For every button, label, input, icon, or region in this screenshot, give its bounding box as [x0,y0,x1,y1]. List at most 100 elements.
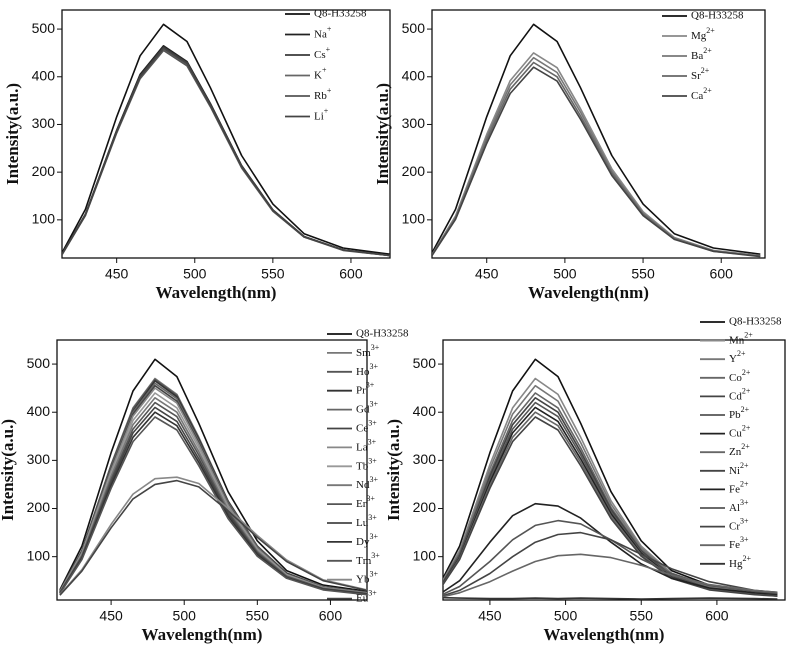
series-line [59,479,367,596]
x-tick-label: 600 [705,608,729,624]
series-line [432,66,761,258]
x-axis-label: Wavelength(nm) [142,625,263,644]
series-line [59,358,367,593]
legend-label: Er3+ [356,494,375,510]
y-tick-label: 500 [32,20,56,36]
legend-label: Zn2+ [729,442,750,458]
x-axis-label: Wavelength(nm) [156,283,277,302]
legend-label: Ca2+ [691,86,712,102]
x-tick-label: 450 [475,266,499,282]
y-tick-label: 500 [402,20,426,36]
legend-label: Sr2+ [691,66,710,82]
x-tick-label: 550 [631,266,655,282]
line-layer [59,358,367,596]
legend-label: Nd3+ [356,475,378,491]
y-tick-label: 500 [27,355,51,371]
y-tick-label: 400 [402,67,426,83]
y-tick-label: 300 [413,451,437,467]
series-line [62,47,390,257]
x-tick-label: 450 [105,266,129,282]
y-axis-label: Intensity(a.u.) [3,83,22,185]
y-tick-label: 100 [402,211,426,227]
x-tick-label: 600 [710,266,734,282]
x-axis-label: Wavelength(nm) [528,283,649,302]
series-line [59,416,367,596]
line-layer [432,23,761,258]
legend-label: Cs+ [314,45,331,61]
y-tick-label: 200 [27,499,51,515]
plot-frame [61,9,391,259]
legend-label: Cu2+ [729,423,751,439]
series-line [443,519,778,596]
y-tick-label: 300 [402,115,426,131]
y-axis-label: Intensity(a.u.) [0,419,17,521]
x-tick-label: 550 [261,266,285,282]
series-line [62,23,390,255]
y-tick-label: 200 [413,499,437,515]
legend-label: Li+ [314,106,329,122]
legend-label: Mg2+ [691,26,715,42]
x-tick-label: 500 [173,608,197,624]
series-line [62,48,390,257]
legend-label: Tm3+ [356,551,380,567]
legend-label: La3+ [356,437,377,453]
panel: 450 500 550 600100200300400500Wavelength(nm… [373,9,766,302]
series-line [443,531,778,597]
series-line [59,411,367,595]
y-tick-label: 400 [32,67,56,83]
y-axis-label: Intensity(a.u.) [384,419,403,521]
x-tick-label: 500 [554,608,578,624]
legend-label: Sm3+ [356,343,380,359]
x-tick-label: 550 [246,608,270,624]
legend-label: Dy3+ [356,532,378,548]
panel: 450 500 550 600100200300400500Wavelength(nm… [384,316,786,644]
plot-frame [56,339,368,601]
legend-label: Mn2+ [729,330,753,346]
series-line [443,502,778,595]
legend-label: Yb3+ [356,570,378,586]
x-tick-label: 450 [478,608,502,624]
x-tick-label: 600 [339,266,363,282]
plot-frame [442,339,786,601]
legend-label: Ce3+ [356,418,377,434]
series-line [443,596,778,600]
y-tick-label: 200 [32,163,56,179]
y-tick-label: 400 [413,403,437,419]
y-tick-label: 200 [402,163,426,179]
legend-label: Hg2+ [729,554,751,570]
legend-label: Co2+ [729,368,751,384]
line-layer [443,358,778,600]
series-line [62,46,390,257]
plot-frame [431,9,766,259]
legend-label: Rb+ [314,86,332,102]
x-axis-label: Wavelength(nm) [544,625,665,644]
y-axis-label: Intensity(a.u.) [373,83,392,185]
legend-label: Al3+ [729,498,749,514]
panel: 450 500 550 600100200300400500Wavelength(nm… [3,8,391,302]
y-tick-label: 100 [32,211,56,227]
x-tick-label: 550 [630,608,654,624]
series-line [59,476,367,596]
legend-label: Ho3+ [356,362,378,378]
legend-label: Cr3+ [729,516,749,532]
y-tick-label: 100 [27,547,51,563]
legend-label: Q8-H33258 [356,328,409,340]
x-tick-label: 600 [319,608,343,624]
series-line [443,416,778,597]
legend-label: Ni2+ [729,461,749,477]
y-tick-label: 300 [27,451,51,467]
legend-label: Q8-H33258 [691,10,744,22]
legend-label: Pr3+ [356,381,375,397]
legend-label: Tb3+ [356,456,377,472]
series-line [443,377,778,596]
series-line [59,401,367,595]
line-layer [62,23,390,257]
legend-label: Pb2+ [729,405,750,421]
legend-label: Gd3+ [356,399,378,415]
legend-label: Fe3+ [729,535,749,551]
y-tick-label: 300 [32,115,56,131]
y-tick-label: 500 [413,355,437,371]
legend-label: Na+ [314,24,332,40]
series-line [62,49,390,257]
